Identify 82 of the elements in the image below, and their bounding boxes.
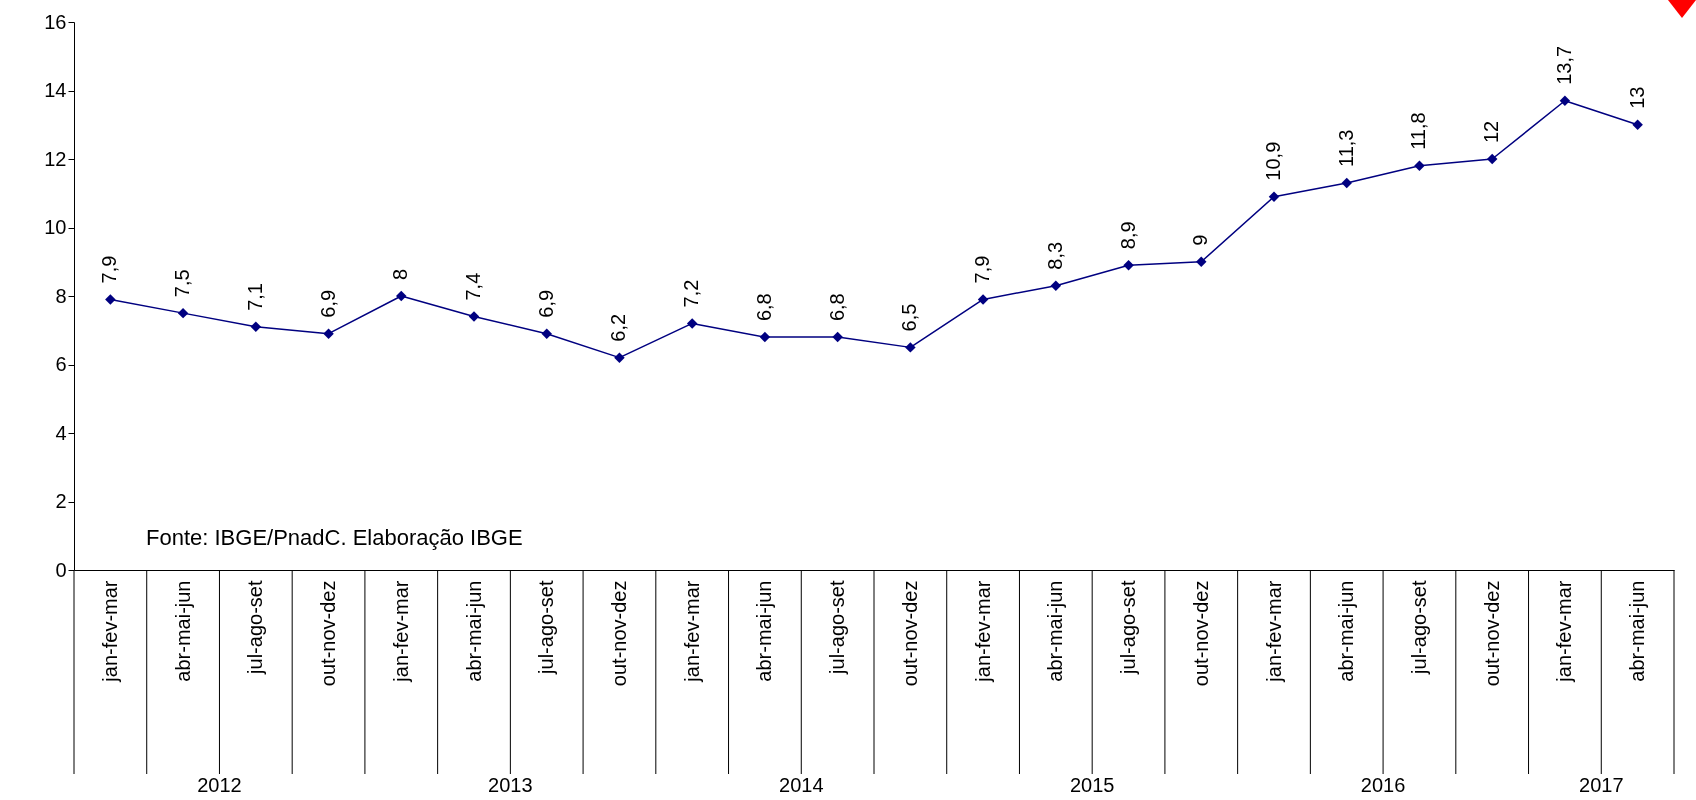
- data-label: 13: [1625, 86, 1648, 109]
- data-label: 6,8: [752, 293, 775, 322]
- point: [905, 342, 916, 353]
- data-label: 12: [1480, 120, 1503, 143]
- data-label: 6,9: [316, 289, 339, 318]
- point: [759, 331, 771, 343]
- data-label: 7,2: [680, 279, 703, 308]
- x-tick-label: jan-fev-mar: [98, 580, 121, 683]
- text: 2015: [1069, 774, 1115, 796]
- x-tick-label: jul-ago-set: [1117, 580, 1140, 675]
- y-tick-label: 2: [55, 490, 67, 512]
- data-label: 6,8: [825, 293, 848, 322]
- data-label: 8: [389, 268, 412, 280]
- y-tick-label: 0: [55, 558, 67, 581]
- point: [977, 294, 989, 305]
- x-tick-label: out-nov-dez: [607, 580, 630, 687]
- text: 2012: [197, 774, 242, 796]
- point: [468, 311, 480, 322]
- x-tick-label: jul-ago-set: [244, 580, 267, 675]
- x-tick-label: abr-mai-jun: [1335, 580, 1358, 682]
- y-tick-label: 10: [44, 216, 67, 238]
- y-tick-label: 14: [44, 79, 67, 101]
- point: [177, 307, 189, 319]
- point: [1268, 191, 1280, 202]
- data-label: 8,9: [1116, 221, 1139, 250]
- x-tick-label: out-nov-dez: [1480, 580, 1503, 687]
- x-tick-label: jan-fev-mar: [971, 580, 994, 683]
- data-label: 7,9: [971, 255, 994, 284]
- x-tick-label: abr-mai-jun: [1626, 580, 1649, 682]
- point: [1341, 177, 1352, 189]
- data-label: 8,3: [1043, 241, 1066, 270]
- x-tick-label: abr-mai-jun: [1044, 580, 1067, 682]
- x-tick-label: out-nov-dez: [898, 580, 921, 687]
- y-tick-label: 6: [55, 353, 67, 375]
- x-tick-label: out-nov-dez: [317, 580, 340, 687]
- point: [832, 331, 843, 343]
- text: 2013: [488, 774, 533, 796]
- x-tick-label: jul-ago-set: [826, 580, 849, 675]
- x-tick-label: out-nov-dez: [1189, 580, 1212, 687]
- x-tick-label: jul-ago-set: [1407, 580, 1430, 675]
- y-tick-label: 8: [55, 284, 67, 307]
- data-label: 10,9: [1262, 141, 1284, 181]
- y-tick-label: 12: [44, 147, 67, 170]
- x-tick-label: abr-mai-jun: [171, 580, 194, 682]
- data-label: 6,5: [898, 303, 921, 332]
- point: [1050, 280, 1062, 291]
- data-label: 7,1: [243, 283, 266, 311]
- point: [323, 328, 334, 339]
- point: [1123, 259, 1134, 271]
- text: 2017: [1579, 774, 1624, 796]
- data-label: 13,7: [1552, 45, 1575, 85]
- data-label: 9: [1189, 234, 1212, 246]
- x-tick-label: jul-ago-set: [535, 580, 558, 675]
- point: [1486, 153, 1498, 165]
- y-tick-label: 16: [44, 10, 67, 33]
- data-label: 11,8: [1407, 112, 1430, 150]
- point: [686, 318, 698, 329]
- point: [1559, 95, 1571, 107]
- text: 2016: [1360, 774, 1406, 796]
- point: [614, 352, 625, 363]
- data-label: 7,9: [98, 255, 121, 284]
- annotation: Fonte: IBGE/PnadC. Elaboração IBGE: [146, 525, 523, 550]
- x-tick-label: jan-fev-mar: [680, 580, 703, 683]
- x-tick-label: jan-fev-mar: [1262, 580, 1285, 683]
- point: [1196, 256, 1207, 267]
- point: [1414, 160, 1425, 172]
- x-tick-label: jan-fev-mar: [1553, 580, 1576, 683]
- data-label: 7,4: [462, 272, 484, 301]
- point: [1632, 119, 1643, 130]
- data-label: 11,3: [1334, 129, 1357, 167]
- point: [541, 328, 552, 339]
- text: 2014: [779, 774, 824, 796]
- x-tick-label: abr-mai-jun: [753, 580, 776, 682]
- y-tick-label: 4: [55, 421, 67, 444]
- x-tick-label: jan-fev-mar: [389, 580, 412, 683]
- data-label: 6,2: [607, 313, 630, 342]
- data-label: 6,9: [534, 289, 557, 318]
- x-tick-label: abr-mai-jun: [462, 580, 485, 682]
- point: [396, 290, 407, 302]
- point: [250, 321, 262, 333]
- point: [105, 294, 116, 305]
- data-label: 7,5: [171, 269, 194, 298]
